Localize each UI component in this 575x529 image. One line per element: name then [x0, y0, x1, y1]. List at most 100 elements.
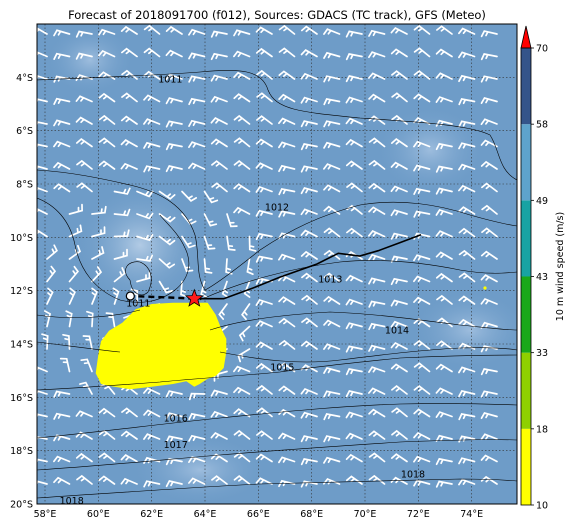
wind-barb — [91, 266, 103, 283]
wind-barb — [233, 429, 251, 440]
wind-barb — [210, 453, 228, 463]
wind-barb — [255, 209, 273, 217]
isobar-line — [37, 341, 517, 363]
map-area: 1011 1011 1012 1013 1014 1015 1016 1017 1018 1018 — [37, 24, 517, 507]
calm-zone — [75, 185, 205, 305]
wind-barb — [346, 182, 363, 193]
wind-barb — [435, 165, 453, 173]
wind-barb — [165, 49, 183, 58]
wind-barb — [165, 143, 183, 151]
wind-barb — [120, 454, 138, 463]
wind-barb — [436, 340, 453, 350]
wind-barb — [480, 160, 498, 170]
wind-barb — [233, 160, 251, 170]
y-tick-label: 10°S — [10, 233, 33, 244]
wind-barb — [120, 25, 138, 35]
map-title: Forecast of 2018091700 (f012), Sources: … — [68, 8, 486, 22]
wind-barb — [46, 244, 58, 260]
wind-barb — [345, 322, 363, 330]
wind-barb — [278, 432, 296, 440]
wind-barb — [255, 255, 273, 263]
wind-barb — [435, 251, 453, 260]
wind-barb — [390, 255, 408, 263]
wind-barb — [435, 457, 453, 466]
wind-barb — [255, 162, 273, 170]
wind-barb — [233, 386, 251, 395]
x-tick-label: 60°E — [87, 509, 110, 520]
wind-barb — [323, 295, 341, 305]
wind-barb — [46, 265, 57, 283]
wind-barb — [480, 118, 498, 126]
wind-barb — [323, 120, 341, 128]
wind-barb — [345, 432, 363, 440]
wind-barb — [278, 385, 296, 395]
wind-barb — [345, 298, 363, 306]
wind-barb — [413, 362, 431, 373]
isobar-line — [37, 403, 517, 439]
wind-barb — [165, 25, 183, 35]
storm-track — [125, 233, 422, 307]
wind-barb — [323, 272, 341, 283]
wind-barb — [301, 294, 318, 305]
wind-barb — [435, 387, 453, 395]
colorbar-tick-label: 43 — [536, 272, 548, 283]
wind-barb — [75, 52, 93, 60]
wind-barb — [368, 366, 386, 373]
isobar-line — [37, 309, 517, 331]
wind-barb — [323, 413, 341, 421]
colorbar-segment — [521, 428, 531, 505]
wind-barb — [390, 48, 408, 58]
colorbar-tick-label: 70 — [536, 44, 548, 55]
wind-barb — [458, 272, 476, 283]
y-tick-label: 14°S — [10, 340, 33, 351]
wind-barb — [278, 93, 296, 103]
wind-barb — [300, 49, 318, 58]
y-tick-label: 8°S — [16, 180, 33, 191]
wind-barb — [75, 116, 93, 125]
wind-barb — [323, 456, 341, 464]
wind-barb — [68, 265, 79, 283]
wind-barb — [413, 47, 431, 58]
wind-barb — [256, 92, 273, 103]
wind-barb — [53, 434, 71, 442]
wind-barb — [98, 92, 116, 103]
wind-barb — [323, 367, 341, 374]
isobar-label: 1011 — [126, 299, 150, 310]
colorbar-tick-label: 58 — [536, 120, 548, 131]
wind-barb — [435, 142, 453, 151]
wind-barb — [300, 411, 318, 419]
wind-barb — [413, 140, 431, 148]
wind-barb — [255, 232, 273, 241]
wind-barb — [120, 477, 138, 485]
wind-barb — [143, 118, 161, 125]
wind-barb — [323, 28, 341, 35]
wind-barb — [458, 51, 476, 59]
wind-barb — [53, 183, 71, 193]
wind-barb — [158, 280, 173, 294]
wind-barb — [458, 390, 476, 398]
wind-barb — [255, 453, 273, 463]
wind-barb — [256, 407, 273, 418]
wind-barb — [233, 50, 251, 58]
wind-barb — [323, 205, 341, 215]
wind-barb — [158, 258, 176, 269]
wind-barb — [458, 318, 476, 328]
isobar-line — [37, 354, 517, 391]
wind-barb — [255, 185, 273, 193]
wind-barb — [345, 96, 363, 104]
isobar-label: 1018 — [60, 496, 84, 507]
wind-barb — [323, 249, 341, 260]
wind-barb — [136, 190, 154, 198]
wind-barb — [210, 52, 228, 61]
wind-barb — [390, 209, 408, 217]
wind-barb — [278, 164, 296, 173]
y-tick-label: 20°S — [10, 500, 33, 511]
wind-barb — [188, 75, 206, 83]
wind-barb — [246, 258, 254, 276]
wind-barb — [278, 253, 296, 261]
wind-barb — [278, 188, 296, 196]
wind-barb — [368, 206, 386, 215]
isobar-label: 1016 — [164, 413, 188, 424]
past-track-line — [194, 233, 422, 300]
wind-barb — [300, 72, 318, 80]
